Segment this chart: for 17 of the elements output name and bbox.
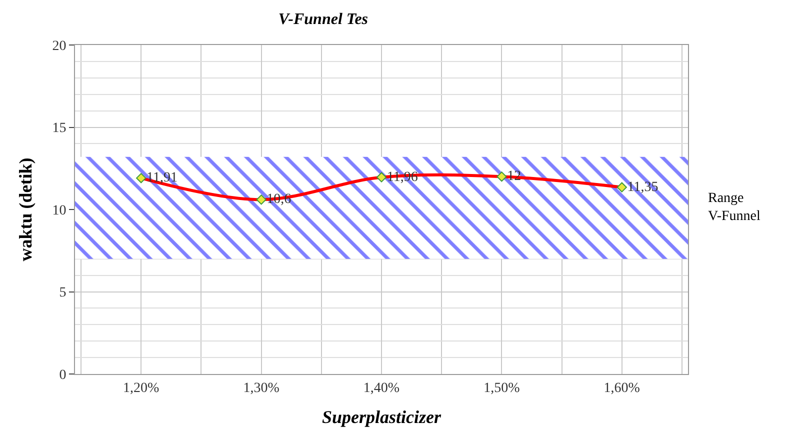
data-label: 11,96 [386, 170, 418, 185]
y-tick-label: 5 [59, 286, 66, 301]
x-tick-label: 1,60% [604, 380, 640, 396]
x-tick-label: 1,40% [363, 380, 400, 396]
y-tick-label: 10 [52, 203, 66, 218]
y-axis-title: waktu (detik) [15, 158, 36, 262]
x-tick-label: 1,50% [484, 380, 520, 396]
y-tick-label: 0 [59, 368, 66, 383]
x-axis-title: Superplasticizer [322, 406, 442, 427]
y-tick-label: 15 [52, 121, 66, 136]
chart-title: V-Funnel Tes [278, 11, 368, 28]
y-tick-label: 20 [52, 38, 66, 54]
data-label: 10,6 [266, 192, 292, 208]
x-tick-label: 1,20% [123, 380, 160, 396]
x-tick-label: 1,30% [243, 380, 280, 396]
band-label: Range V-Funnel [708, 191, 760, 224]
data-label: 12 [507, 169, 522, 184]
